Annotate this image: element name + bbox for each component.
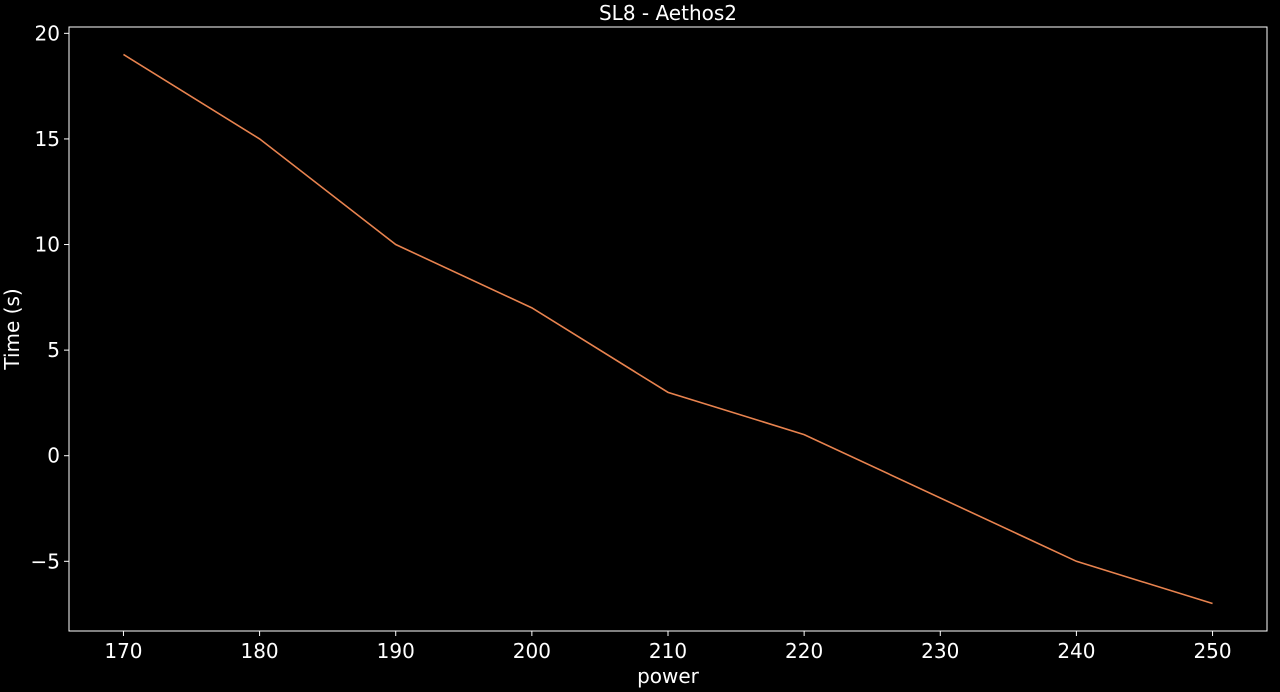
x-tick-label: 180	[240, 639, 278, 663]
x-tick-label: 170	[104, 639, 142, 663]
x-tick-label: 220	[785, 639, 823, 663]
x-tick-label: 200	[513, 639, 551, 663]
y-tick-label: 10	[35, 233, 60, 257]
x-tick-label: 210	[649, 639, 687, 663]
x-axis-label: power	[637, 664, 700, 688]
x-tick-label: 250	[1193, 639, 1231, 663]
chart-title: SL8 - Aethos2	[599, 1, 737, 25]
plot-frame	[68, 26, 1268, 632]
y-tick-label: −5	[31, 549, 60, 573]
x-tick-label: 190	[377, 639, 415, 663]
y-tick-label: 20	[35, 21, 60, 45]
y-tick-label: 0	[47, 444, 60, 468]
y-axis-label: Time (s)	[0, 288, 24, 370]
y-tick-label: 5	[47, 338, 60, 362]
x-tick-label: 240	[1057, 639, 1095, 663]
y-tick-label: 15	[35, 127, 60, 151]
x-tick-label: 230	[921, 639, 959, 663]
data-line	[123, 53, 1213, 605]
